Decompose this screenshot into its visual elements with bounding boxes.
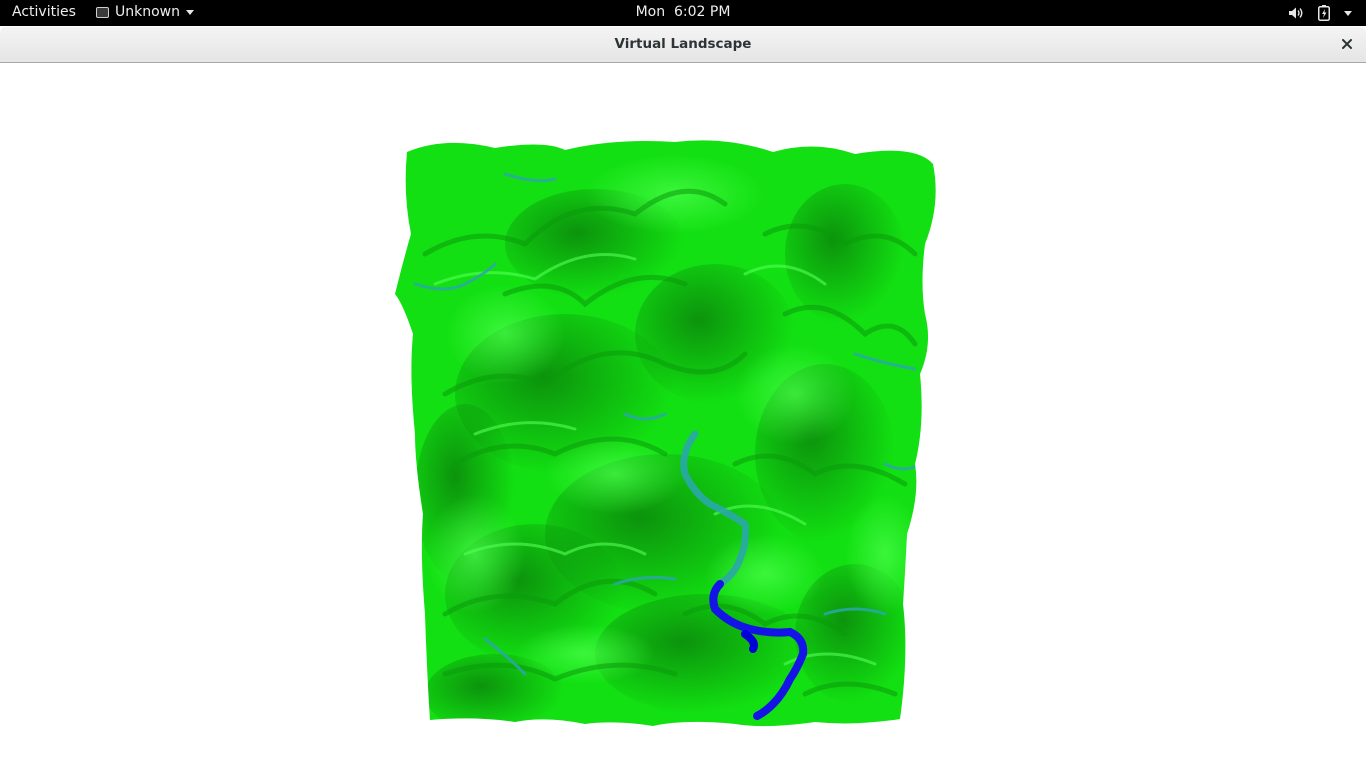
close-icon (1342, 39, 1352, 49)
activities-button[interactable]: Activities (12, 4, 76, 20)
app-menu[interactable]: Unknown (96, 4, 194, 20)
volume-icon (1288, 6, 1304, 20)
app-window-icon (96, 6, 109, 18)
clock-label[interactable]: Mon 6:02 PM (635, 4, 731, 20)
battery-icon (1318, 5, 1330, 21)
gl-viewport[interactable] (0, 64, 1366, 768)
window-title: Virtual Landscape (614, 36, 752, 52)
chevron-down-icon (186, 9, 194, 15)
top-bar: Activities Unknown Mon 6:02 PM (0, 0, 1366, 26)
system-menu-chevron-icon (1344, 10, 1352, 16)
clock: Mon 6:02 PM (0, 4, 1366, 20)
close-button[interactable] (1338, 35, 1356, 53)
app-menu-label: Unknown (115, 4, 180, 20)
window-titlebar[interactable]: Virtual Landscape (0, 27, 1366, 63)
terrain-mesh (395, 140, 936, 727)
system-status-area[interactable] (1288, 5, 1352, 21)
